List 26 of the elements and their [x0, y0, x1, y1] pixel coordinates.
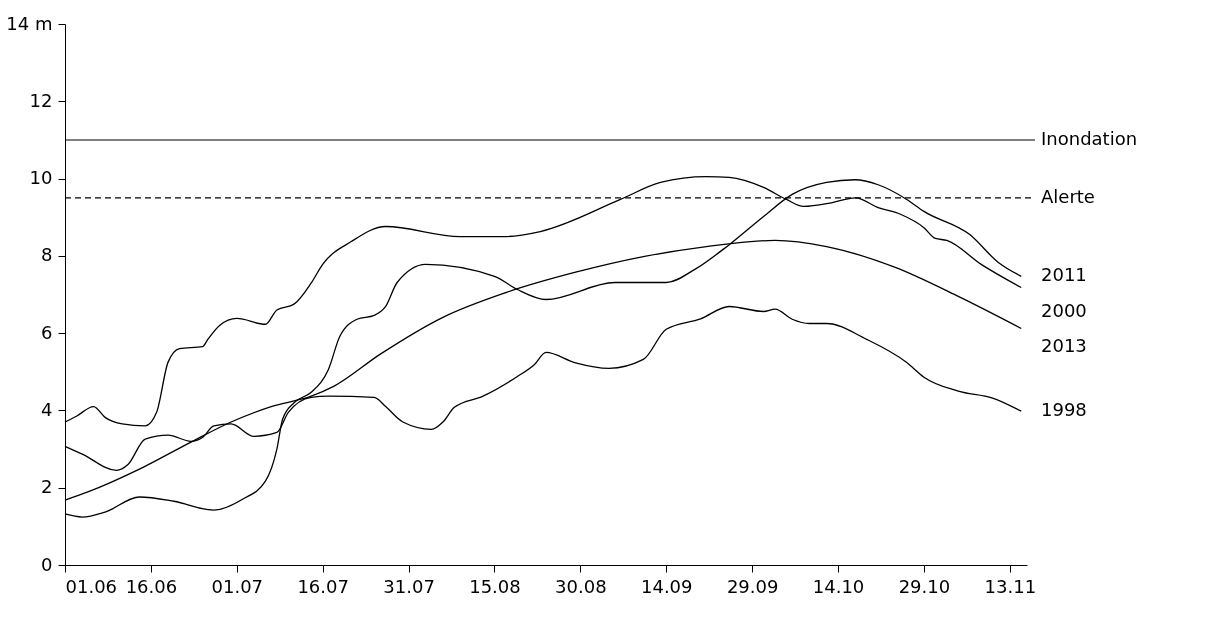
- y-tick-label: 8: [41, 244, 53, 266]
- x-tick-label: 31.07: [383, 575, 435, 597]
- x-tick-label: 01.07: [211, 575, 264, 597]
- x-tick-label: 01.06: [65, 575, 118, 597]
- ref-line-label: Inondation: [1041, 127, 1138, 149]
- x-tick-label: 14.09: [640, 575, 693, 597]
- x-tick-label: 16.06: [125, 575, 178, 597]
- x-tick-label: 16.07: [297, 575, 349, 597]
- y-tick-label: 0: [41, 553, 53, 575]
- series-label: 2013: [1041, 334, 1087, 356]
- y-tick-label: 2: [41, 476, 53, 498]
- x-tick-label: 13.11: [984, 575, 1037, 597]
- x-tick-label: 30.08: [555, 575, 607, 597]
- y-tick-label: 12: [29, 89, 53, 111]
- series-label: 1998: [1041, 399, 1087, 421]
- y-tick-label: 10: [29, 167, 53, 189]
- y-tick-label: 14 m: [6, 12, 53, 34]
- x-tick-label: 14.10: [812, 575, 865, 597]
- y-tick-label: 4: [41, 398, 53, 420]
- x-tick-label: 29.10: [898, 575, 951, 597]
- x-tick-label: 15.08: [469, 575, 521, 597]
- x-tick-label: 29.09: [726, 575, 779, 597]
- y-tick-label: 6: [41, 321, 53, 343]
- ref-line-label: Alerte: [1041, 185, 1095, 207]
- series-label: 2011: [1041, 264, 1087, 286]
- series-label: 2000: [1041, 299, 1087, 321]
